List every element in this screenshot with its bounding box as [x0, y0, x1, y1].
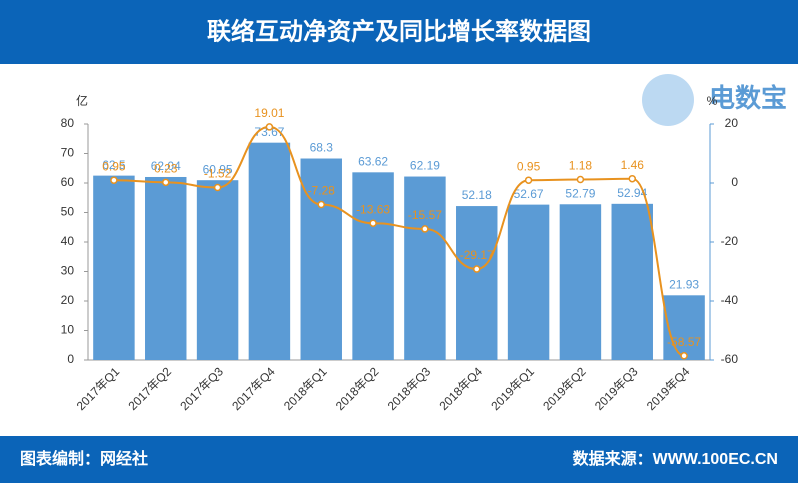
bar [93, 175, 135, 360]
y-tick-label: 60 [61, 175, 75, 189]
line-value-label: -15.57 [408, 208, 442, 222]
bar-value-label: 52.94 [617, 186, 647, 200]
y2-tick-label: -60 [721, 352, 739, 366]
bar [663, 295, 705, 360]
line-point [421, 225, 429, 233]
bar-value-label: 52.18 [462, 188, 492, 202]
logo-cloud [642, 74, 694, 126]
y-tick-label: 0 [67, 352, 74, 366]
bar-value-label: 68.3 [310, 141, 334, 155]
line-value-label: -13.63 [356, 202, 390, 216]
line-value-label: -1.52 [204, 167, 232, 181]
y-tick-label: 20 [61, 293, 75, 307]
line-value-label: -58.57 [667, 335, 701, 349]
line-value-label: 0.95 [517, 159, 541, 173]
line-value-label: 0.95 [102, 159, 126, 173]
bar-value-label: 62.19 [410, 159, 440, 173]
line [113, 125, 685, 357]
y-axis-title: 亿 [76, 93, 88, 108]
line-value-label: -7.28 [308, 184, 336, 198]
line-point [473, 265, 481, 273]
y2-tick-label: 20 [725, 116, 739, 130]
line-point [317, 200, 325, 209]
line-point [576, 175, 585, 184]
bar [196, 180, 239, 360]
y-tick-label: 40 [61, 234, 75, 248]
y2-tick-label: 0 [731, 175, 738, 189]
logo-text: 电数宝 [709, 83, 787, 113]
y2-tick-label: -40 [721, 293, 739, 307]
footer-band [0, 436, 798, 483]
bar-value-label: 63.62 [358, 154, 388, 168]
line-point [265, 123, 274, 131]
bar [404, 176, 446, 360]
line-point [213, 183, 222, 192]
line-point [524, 176, 533, 184]
line-point [110, 176, 118, 184]
line-point [680, 352, 688, 360]
bar [352, 172, 394, 360]
bar [145, 176, 187, 360]
bar-value-label: 62.5 [102, 158, 126, 172]
line-value-label: 0.23 [154, 161, 178, 175]
line-value-label: -29.17 [460, 248, 494, 262]
footer-right: 数据来源：WWW.100EC.CN [573, 449, 778, 468]
bar-value-label: 52.79 [565, 186, 595, 200]
bar [300, 158, 342, 360]
bar [507, 204, 550, 360]
y2-axis-title: % [707, 94, 718, 108]
bar [456, 206, 498, 360]
bar-value-label: 60.95 [203, 162, 233, 176]
line-point [628, 174, 636, 183]
bar-value-label: 52.67 [514, 187, 544, 201]
y-tick-label: 50 [61, 205, 75, 219]
bar [559, 204, 602, 360]
y2-tick-label: -20 [721, 234, 739, 248]
line-value-label: 1.18 [569, 159, 593, 173]
bar-value-label: 62.04 [151, 159, 181, 173]
line-point [369, 219, 377, 227]
header-band [0, 0, 798, 64]
line-point [162, 178, 170, 187]
bar-value-label: 21.93 [669, 277, 699, 291]
y-tick-label: 30 [61, 264, 75, 278]
line-value-label: 1.46 [621, 158, 645, 172]
footer-left: 图表编制：网经社 [20, 449, 148, 468]
y-tick-label: 80 [61, 116, 75, 130]
y-tick-label: 70 [61, 146, 75, 160]
y-tick-label: 10 [61, 323, 75, 337]
bar [248, 142, 291, 360]
chart-title: 联络互动净资产及同比增长率数据图 [207, 17, 591, 45]
bar [611, 203, 653, 360]
line-value-label: 19.01 [254, 106, 284, 120]
